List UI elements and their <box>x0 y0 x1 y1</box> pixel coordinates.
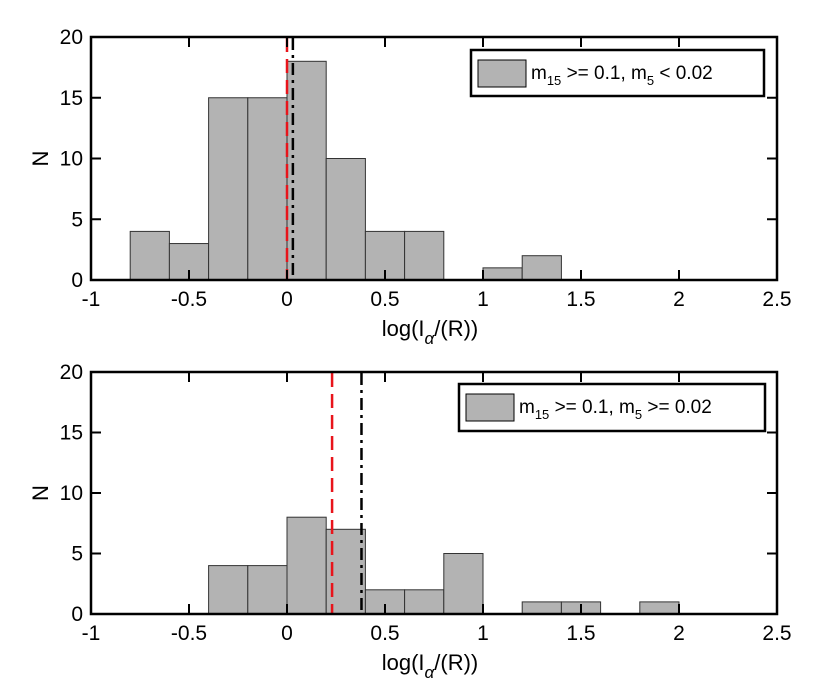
bottom-reference-lines <box>330 373 363 613</box>
histogram-bar <box>404 230 445 281</box>
y-tick-label: 15 <box>60 422 83 445</box>
top-y-axis-label: N <box>28 151 53 167</box>
histogram-bar <box>482 267 523 281</box>
bottom-legend: m15 >= 0.1, m5 >= 0.02 <box>457 382 767 433</box>
x-tick-label: 0.5 <box>370 288 399 311</box>
x-tick-label: 1 <box>477 622 489 645</box>
bottom-x-axis-label: log(Iα/(R)) <box>382 650 478 682</box>
bottom-histogram-bars <box>208 516 680 615</box>
y-tick-label: 15 <box>60 87 83 110</box>
y-tick-label: 0 <box>71 269 83 292</box>
top-legend-label: m15 >= 0.1, m5 < 0.02 <box>531 63 713 88</box>
top-x-axis-label: log(Iα/(R)) <box>382 316 478 348</box>
histogram-bar <box>521 255 562 281</box>
histogram-bar <box>325 158 366 281</box>
x-tick-label: 2 <box>673 288 685 311</box>
top-legend: m15 >= 0.1, m5 < 0.02 <box>469 48 766 98</box>
x-tick-label: 1 <box>477 288 489 311</box>
y-tick-label: 20 <box>60 361 83 384</box>
top-axis-ticks <box>90 36 778 281</box>
y-tick-label: 20 <box>60 26 83 49</box>
x-tick-label: -0.5 <box>171 288 207 311</box>
x-tick-label: 1.5 <box>566 622 595 645</box>
bottom-y-tick-labels: 0 5 10 15 20 <box>60 361 83 626</box>
histogram-bar <box>521 601 562 615</box>
histogram-bar <box>247 565 288 615</box>
y-tick-label: 0 <box>71 603 83 626</box>
x-tick-label: -1 <box>82 622 101 645</box>
y-tick-label: 5 <box>71 543 83 566</box>
top-y-tick-labels: 0 5 10 15 20 <box>60 26 83 292</box>
histogram-bar <box>639 601 680 615</box>
histogram-bar <box>208 565 249 615</box>
x-tick-label: -0.5 <box>171 622 207 645</box>
y-tick-label: 10 <box>60 482 83 505</box>
x-tick-label: -1 <box>82 288 101 311</box>
bottom-legend-swatch <box>465 393 515 422</box>
x-tick-label: 2 <box>673 622 685 645</box>
bottom-x-tick-labels: -1 -0.5 0 0.5 1 1.5 2 2.5 <box>82 622 792 645</box>
x-tick-label: 2.5 <box>762 288 791 311</box>
bottom-histogram-panel: 0 5 10 15 20 -1 -0.5 0 0.5 1 1.5 2 2.5 N log(Iα/(R)… <box>28 361 792 682</box>
bottom-axis-ticks <box>90 371 778 615</box>
y-tick-label: 5 <box>71 208 83 231</box>
y-tick-label: 10 <box>60 148 83 171</box>
bottom-legend-label: m15 >= 0.1, m5 >= 0.02 <box>519 397 712 422</box>
x-tick-label: 0.5 <box>370 622 399 645</box>
histogram-bar <box>208 97 249 281</box>
x-tick-label: 2.5 <box>762 622 791 645</box>
top-x-tick-labels: -1 -0.5 0 0.5 1 1.5 2 2.5 <box>82 288 792 311</box>
histogram-bar <box>247 97 288 281</box>
histogram-bar <box>404 589 445 615</box>
histogram-bar <box>286 516 327 615</box>
x-tick-label: 0 <box>281 288 293 311</box>
top-histogram-panel: 0 5 10 15 20 -1 -0.5 0 0.5 1 1.5 2 2.5 N log(Iα/(R)… <box>28 26 792 348</box>
top-reference-lines <box>285 38 295 279</box>
x-tick-label: 1.5 <box>566 288 595 311</box>
top-legend-swatch <box>477 59 527 88</box>
histogram-bar <box>443 553 484 615</box>
bottom-y-axis-label: N <box>28 485 53 501</box>
x-tick-label: 0 <box>281 622 293 645</box>
histogram-bar <box>129 230 170 281</box>
